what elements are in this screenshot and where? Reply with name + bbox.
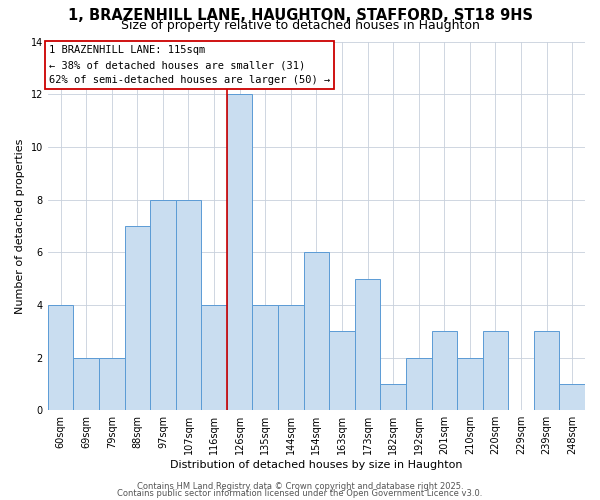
Bar — [534, 331, 559, 410]
Text: 1, BRAZENHILL LANE, HAUGHTON, STAFFORD, ST18 9HS: 1, BRAZENHILL LANE, HAUGHTON, STAFFORD, … — [67, 8, 533, 22]
Bar — [457, 358, 482, 410]
Bar — [304, 252, 329, 410]
Bar — [380, 384, 406, 410]
Bar — [431, 331, 457, 410]
Bar — [482, 331, 508, 410]
Bar — [355, 278, 380, 410]
Text: Contains HM Land Registry data © Crown copyright and database right 2025.: Contains HM Land Registry data © Crown c… — [137, 482, 463, 491]
Bar — [48, 305, 73, 410]
Y-axis label: Number of detached properties: Number of detached properties — [15, 138, 25, 314]
Bar — [253, 305, 278, 410]
Bar — [559, 384, 585, 410]
Bar — [227, 94, 253, 410]
Text: Contains public sector information licensed under the Open Government Licence v3: Contains public sector information licen… — [118, 488, 482, 498]
Bar — [176, 200, 201, 410]
Text: Size of property relative to detached houses in Haughton: Size of property relative to detached ho… — [121, 19, 479, 32]
Text: 1 BRAZENHILL LANE: 115sqm
← 38% of detached houses are smaller (31)
62% of semi-: 1 BRAZENHILL LANE: 115sqm ← 38% of detac… — [49, 46, 331, 85]
Bar — [406, 358, 431, 410]
Bar — [329, 331, 355, 410]
Bar — [99, 358, 125, 410]
Bar — [150, 200, 176, 410]
Bar — [125, 226, 150, 410]
X-axis label: Distribution of detached houses by size in Haughton: Distribution of detached houses by size … — [170, 460, 463, 470]
Bar — [73, 358, 99, 410]
Bar — [201, 305, 227, 410]
Bar — [278, 305, 304, 410]
